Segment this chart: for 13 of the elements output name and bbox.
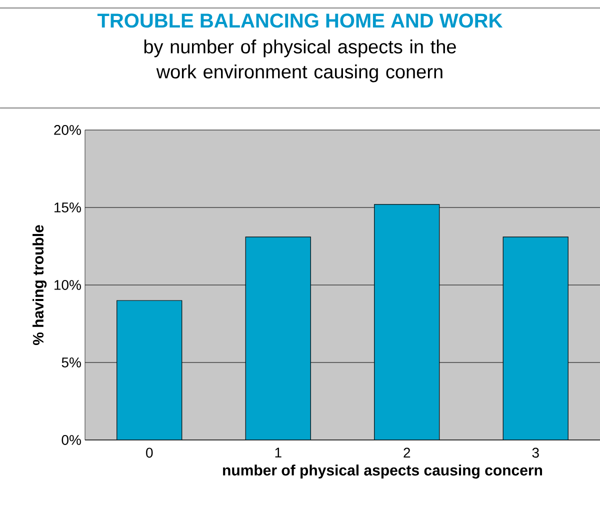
y-tick-label: 0% (62, 435, 81, 445)
x-tick-label: 0 (146, 448, 153, 458)
chart-subtitle: by number of physical aspects in the work environment causing conern (144, 40, 456, 82)
y-tick-label: 5% (62, 358, 81, 368)
x-tick-label: 1 (275, 448, 282, 458)
x-tick-label: 2 (404, 448, 410, 458)
y-tick-label: 20% (54, 125, 81, 135)
y-tick-label: 10% (54, 280, 81, 290)
x-tick-label: 3 (532, 448, 539, 458)
x-axis-title: number of physical aspects causing concern (223, 464, 542, 479)
y-tick-label: 15% (54, 202, 81, 212)
y-axis-title: % having trouble (32, 225, 47, 346)
chart-title: TROUBLE BALANCING HOME AND WORK (97, 14, 503, 28)
